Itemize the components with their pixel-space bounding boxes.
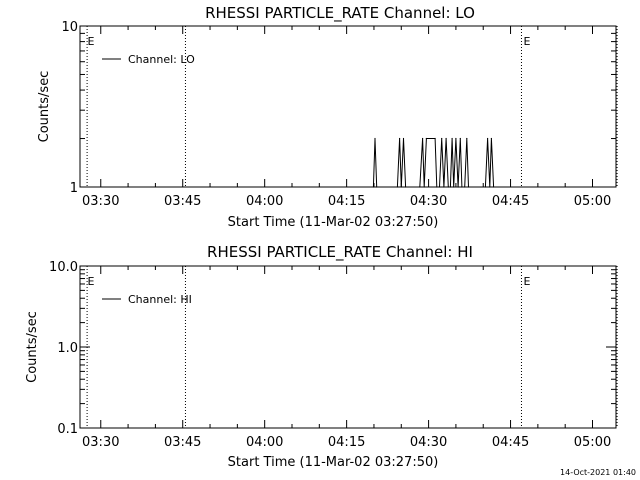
data-point	[376, 186, 378, 188]
x-tick-label: 04:30	[410, 194, 447, 209]
x-axis-label: Start Time (11-Mar-02 03:27:50)	[228, 455, 439, 470]
data-point	[461, 186, 463, 188]
eclipse-marker: E	[87, 35, 94, 48]
series-line	[372, 138, 495, 188]
chart-title: RHESSI PARTICLE_RATE Channel: HI	[207, 243, 473, 262]
data-point	[453, 186, 455, 188]
data-point	[490, 137, 492, 140]
data-point	[467, 186, 470, 188]
generation-timestamp: 14-Oct-2021 01:40	[560, 468, 636, 477]
x-tick-label: 03:45	[164, 194, 201, 209]
y-tick-label: 0.1	[57, 422, 78, 437]
data-point	[399, 137, 401, 140]
eclipse-marker: E	[87, 275, 94, 288]
data-point	[466, 137, 468, 140]
data-point	[443, 186, 445, 188]
data-point	[419, 186, 421, 188]
data-point	[434, 137, 436, 140]
data-point	[449, 186, 451, 188]
y-tick-label: 1.0	[57, 341, 78, 356]
data-point	[489, 186, 491, 188]
chart-title: RHESSI PARTICLE_RATE Channel: LO	[205, 4, 475, 23]
x-tick-label: 04:00	[246, 194, 283, 209]
data-point	[422, 137, 424, 140]
x-tick-label: 03:30	[82, 194, 119, 209]
data-point	[457, 186, 459, 188]
x-tick-label: 05:00	[574, 194, 611, 209]
data-point	[372, 186, 374, 188]
data-point	[436, 186, 438, 188]
eclipse-marker: E	[523, 35, 530, 48]
legend-label: Channel: HI	[128, 293, 192, 306]
x-tick-label: 04:15	[328, 435, 365, 450]
x-tick-label: 04:15	[328, 194, 365, 209]
data-point	[425, 137, 427, 140]
x-tick-label: 05:00	[574, 435, 611, 450]
x-tick-label: 04:30	[410, 435, 447, 450]
x-tick-label: 04:00	[246, 435, 283, 450]
x-tick-label: 04:45	[492, 435, 529, 450]
data-point	[493, 186, 495, 188]
plot-frame	[79, 265, 617, 429]
y-tick-label: 10	[61, 20, 78, 35]
x-tick-label: 03:45	[164, 435, 201, 450]
hi-channel-panel: RHESSI PARTICLE_RATE Channel: HI 03:30 03:…	[25, 243, 618, 470]
data-point	[447, 186, 449, 188]
data-point	[445, 137, 447, 140]
data-point	[374, 137, 376, 140]
legend-label: Channel: LO	[128, 53, 195, 66]
data-point	[464, 186, 466, 188]
y-tick-label: 1	[70, 181, 78, 196]
x-tick-label: 03:30	[82, 435, 119, 450]
lo-channel-panel: RHESSI PARTICLE_RATE Channel: LO 03:30 03:…	[37, 4, 618, 230]
data-point	[441, 137, 443, 140]
data-point	[484, 186, 486, 188]
data-point	[459, 137, 461, 140]
y-axis-label: Counts/sec	[37, 71, 52, 143]
data-point	[400, 186, 402, 188]
eclipse-marker: E	[523, 275, 530, 288]
plot-frame	[79, 25, 617, 188]
x-axis-label: Start Time (11-Mar-02 03:27:50)	[228, 215, 439, 230]
data-point	[455, 137, 457, 140]
data-point	[451, 137, 453, 140]
x-tick-label: 04:45	[492, 194, 529, 209]
data-point	[396, 186, 398, 188]
data-point	[402, 137, 405, 140]
y-tick-label: 10.0	[49, 260, 78, 275]
y-axis-label: Counts/sec	[25, 311, 40, 383]
data-point	[487, 137, 489, 140]
data-point	[405, 186, 407, 188]
data-point	[423, 186, 425, 188]
data-point	[438, 186, 441, 188]
